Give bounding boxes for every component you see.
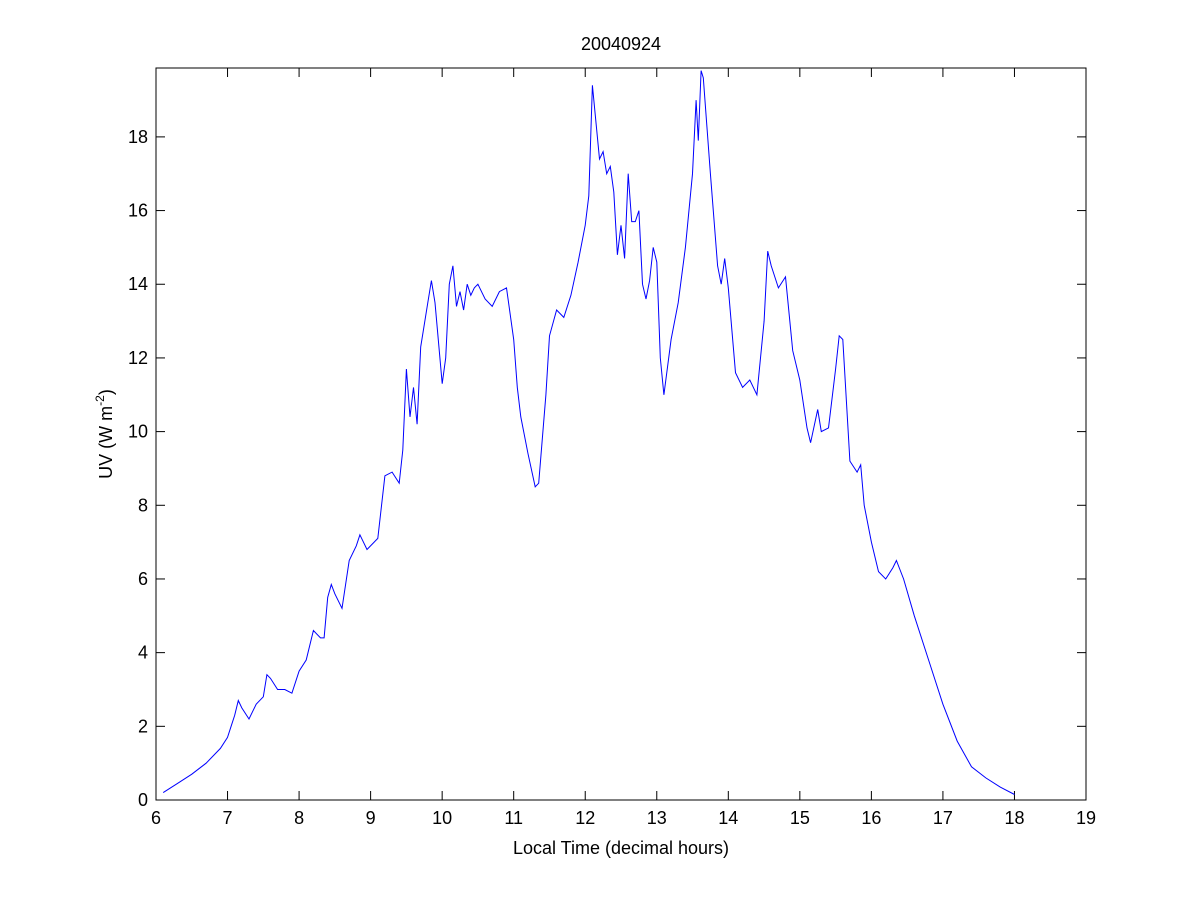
y-axis-label-close: ) [96, 389, 116, 395]
x-axis-label: Local Time (decimal hours) [513, 838, 729, 858]
x-tick-label: 17 [933, 808, 953, 828]
y-tick-label: 2 [138, 716, 148, 736]
x-tick-label: 6 [151, 808, 161, 828]
plot-area [155, 67, 1087, 801]
y-axis-label: UV (W m-2) [93, 389, 116, 479]
y-tick-label: 0 [138, 790, 148, 810]
y-tick-label: 12 [128, 348, 148, 368]
x-tick-label: 14 [718, 808, 738, 828]
y-axis-label-superscript: -2 [93, 395, 107, 406]
x-tick-label: 18 [1004, 808, 1024, 828]
y-tick-label: 14 [128, 274, 148, 294]
x-tick-label: 10 [432, 808, 452, 828]
x-tick-label: 15 [790, 808, 810, 828]
x-tick-label: 19 [1076, 808, 1096, 828]
y-tick-label: 4 [138, 643, 148, 663]
x-tick-label: 8 [294, 808, 304, 828]
x-tick-label: 13 [647, 808, 667, 828]
y-axis-label-main: UV (W m [96, 406, 116, 479]
y-tick-label: 18 [128, 127, 148, 147]
x-tick-label: 9 [366, 808, 376, 828]
uv-series-line [162, 70, 1015, 795]
x-tick-label: 7 [223, 808, 233, 828]
y-tick-label: 16 [128, 201, 148, 221]
x-tick-label: 11 [504, 808, 523, 828]
y-tick-label: 8 [138, 495, 148, 515]
x-tick-label: 12 [575, 808, 595, 828]
x-tick-label: 16 [861, 808, 881, 828]
chart-title: 20040924 [581, 34, 661, 54]
y-tick-label: 6 [138, 569, 148, 589]
y-tick-label: 10 [128, 422, 148, 442]
